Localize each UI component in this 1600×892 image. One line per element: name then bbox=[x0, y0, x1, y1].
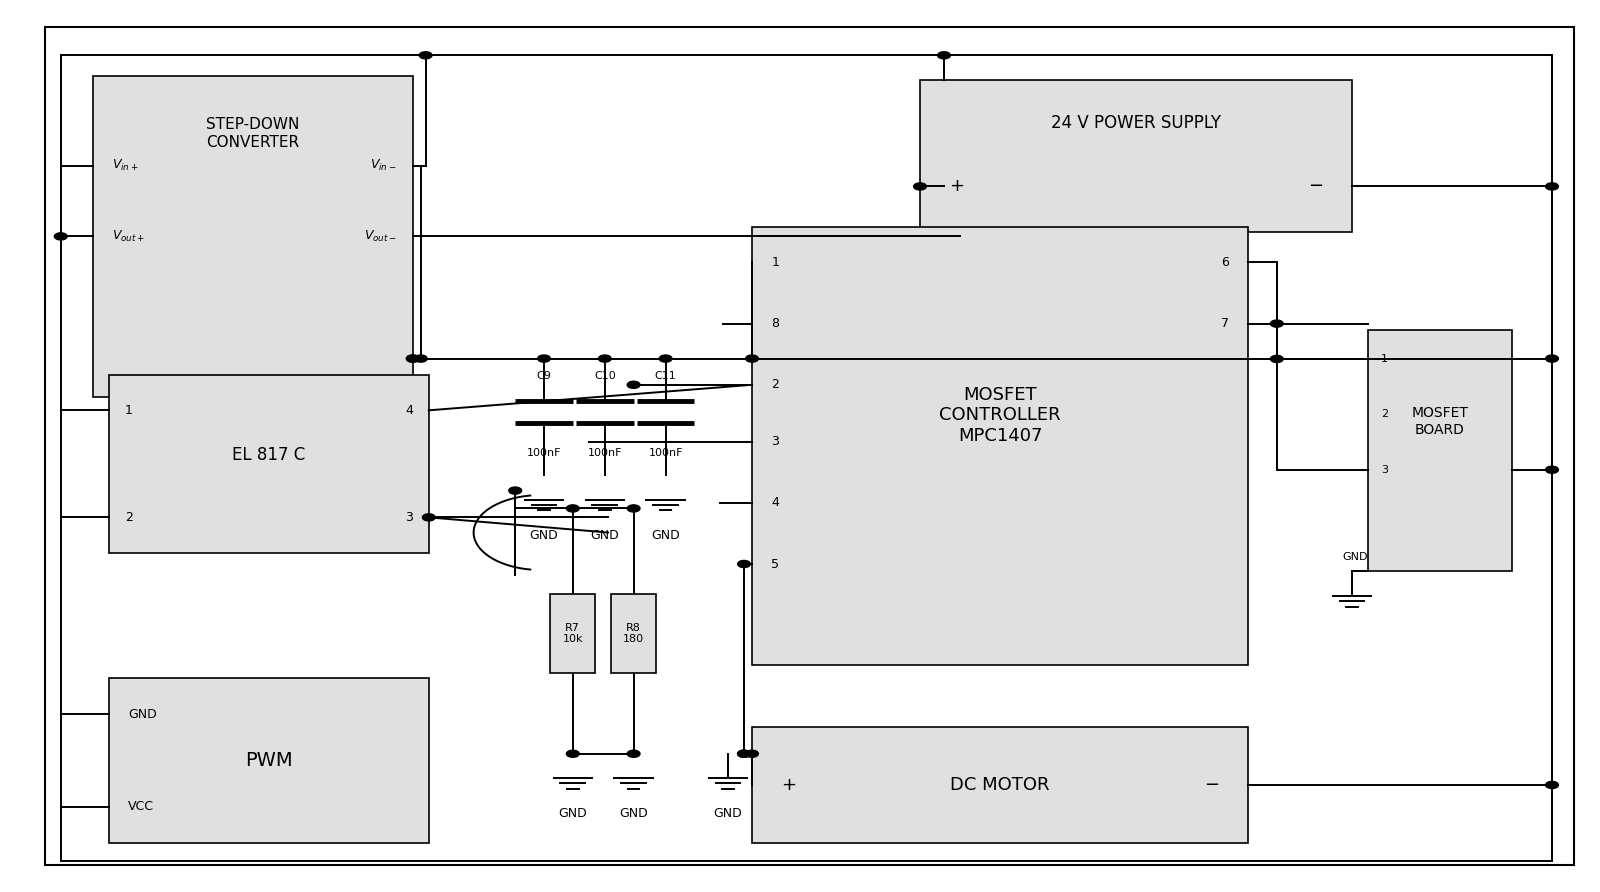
Text: 3: 3 bbox=[771, 435, 779, 448]
Circle shape bbox=[627, 505, 640, 512]
Text: GND: GND bbox=[714, 807, 742, 820]
Circle shape bbox=[738, 750, 750, 757]
Text: 6: 6 bbox=[1221, 256, 1229, 268]
Circle shape bbox=[406, 355, 419, 362]
Text: 1: 1 bbox=[771, 256, 779, 268]
Text: 1: 1 bbox=[125, 404, 133, 417]
Text: 3: 3 bbox=[405, 511, 413, 524]
Text: 2: 2 bbox=[1381, 409, 1387, 419]
Text: 100nF: 100nF bbox=[526, 448, 562, 458]
Circle shape bbox=[509, 487, 522, 494]
FancyBboxPatch shape bbox=[752, 727, 1248, 843]
Circle shape bbox=[54, 233, 67, 240]
FancyBboxPatch shape bbox=[45, 27, 1574, 865]
Circle shape bbox=[1270, 355, 1283, 362]
FancyBboxPatch shape bbox=[1368, 330, 1512, 571]
Circle shape bbox=[538, 355, 550, 362]
Text: +: + bbox=[781, 776, 795, 794]
Circle shape bbox=[566, 750, 579, 757]
Text: +: + bbox=[949, 178, 963, 195]
Text: GND: GND bbox=[558, 807, 587, 820]
Text: C10: C10 bbox=[594, 371, 616, 382]
Circle shape bbox=[406, 355, 419, 362]
Circle shape bbox=[659, 355, 672, 362]
Text: 1: 1 bbox=[1381, 354, 1387, 364]
Text: GND: GND bbox=[530, 529, 558, 541]
Circle shape bbox=[419, 52, 432, 59]
Text: C9: C9 bbox=[536, 371, 552, 382]
Circle shape bbox=[914, 183, 926, 190]
Text: $V_{in-}$: $V_{in-}$ bbox=[370, 158, 397, 173]
Text: −: − bbox=[1205, 776, 1219, 794]
Circle shape bbox=[598, 355, 611, 362]
Text: R8
180: R8 180 bbox=[622, 623, 645, 644]
Text: 100nF: 100nF bbox=[587, 448, 622, 458]
Circle shape bbox=[627, 381, 640, 388]
FancyBboxPatch shape bbox=[611, 594, 656, 673]
Text: GND: GND bbox=[619, 807, 648, 820]
Circle shape bbox=[738, 560, 750, 567]
Circle shape bbox=[746, 355, 758, 362]
Circle shape bbox=[1546, 781, 1558, 789]
FancyBboxPatch shape bbox=[920, 80, 1352, 232]
Circle shape bbox=[1546, 467, 1558, 474]
Text: 2: 2 bbox=[125, 511, 133, 524]
Circle shape bbox=[1270, 320, 1283, 327]
Circle shape bbox=[627, 750, 640, 757]
Text: $V_{in+}$: $V_{in+}$ bbox=[112, 158, 139, 173]
Text: EL 817 C: EL 817 C bbox=[232, 446, 306, 464]
Circle shape bbox=[938, 52, 950, 59]
Circle shape bbox=[422, 514, 435, 521]
Text: GND: GND bbox=[590, 529, 619, 541]
Text: MOSFET
CONTROLLER
MPC1407: MOSFET CONTROLLER MPC1407 bbox=[939, 385, 1061, 445]
Text: R7
10k: R7 10k bbox=[563, 623, 582, 644]
Circle shape bbox=[738, 750, 750, 757]
Text: 4: 4 bbox=[771, 496, 779, 509]
Text: 3: 3 bbox=[1381, 465, 1387, 475]
Text: GND: GND bbox=[1342, 552, 1368, 563]
Text: $V_{out+}$: $V_{out+}$ bbox=[112, 229, 146, 244]
Text: PWM: PWM bbox=[245, 751, 293, 770]
Text: 8: 8 bbox=[771, 318, 779, 330]
Text: 5: 5 bbox=[771, 558, 779, 571]
Circle shape bbox=[414, 355, 427, 362]
Text: STEP-DOWN
CONVERTER: STEP-DOWN CONVERTER bbox=[206, 118, 299, 150]
Text: GND: GND bbox=[651, 529, 680, 541]
Circle shape bbox=[1546, 183, 1558, 190]
Circle shape bbox=[1546, 355, 1558, 362]
Text: −: − bbox=[1309, 178, 1323, 195]
Text: GND: GND bbox=[128, 707, 157, 721]
Circle shape bbox=[746, 750, 758, 757]
FancyBboxPatch shape bbox=[550, 594, 595, 673]
Text: 7: 7 bbox=[1221, 318, 1229, 330]
FancyBboxPatch shape bbox=[109, 678, 429, 843]
FancyBboxPatch shape bbox=[93, 76, 413, 397]
Text: C11: C11 bbox=[654, 371, 677, 382]
Text: $V_{out-}$: $V_{out-}$ bbox=[363, 229, 397, 244]
Text: 4: 4 bbox=[405, 404, 413, 417]
FancyBboxPatch shape bbox=[752, 227, 1248, 665]
Text: 2: 2 bbox=[771, 378, 779, 392]
Text: 100nF: 100nF bbox=[648, 448, 683, 458]
Text: MOSFET
BOARD: MOSFET BOARD bbox=[1411, 407, 1469, 437]
Text: VCC: VCC bbox=[128, 800, 154, 814]
FancyBboxPatch shape bbox=[109, 375, 429, 553]
Text: 24 V POWER SUPPLY: 24 V POWER SUPPLY bbox=[1051, 114, 1221, 132]
Text: DC MOTOR: DC MOTOR bbox=[950, 776, 1050, 794]
Circle shape bbox=[566, 505, 579, 512]
